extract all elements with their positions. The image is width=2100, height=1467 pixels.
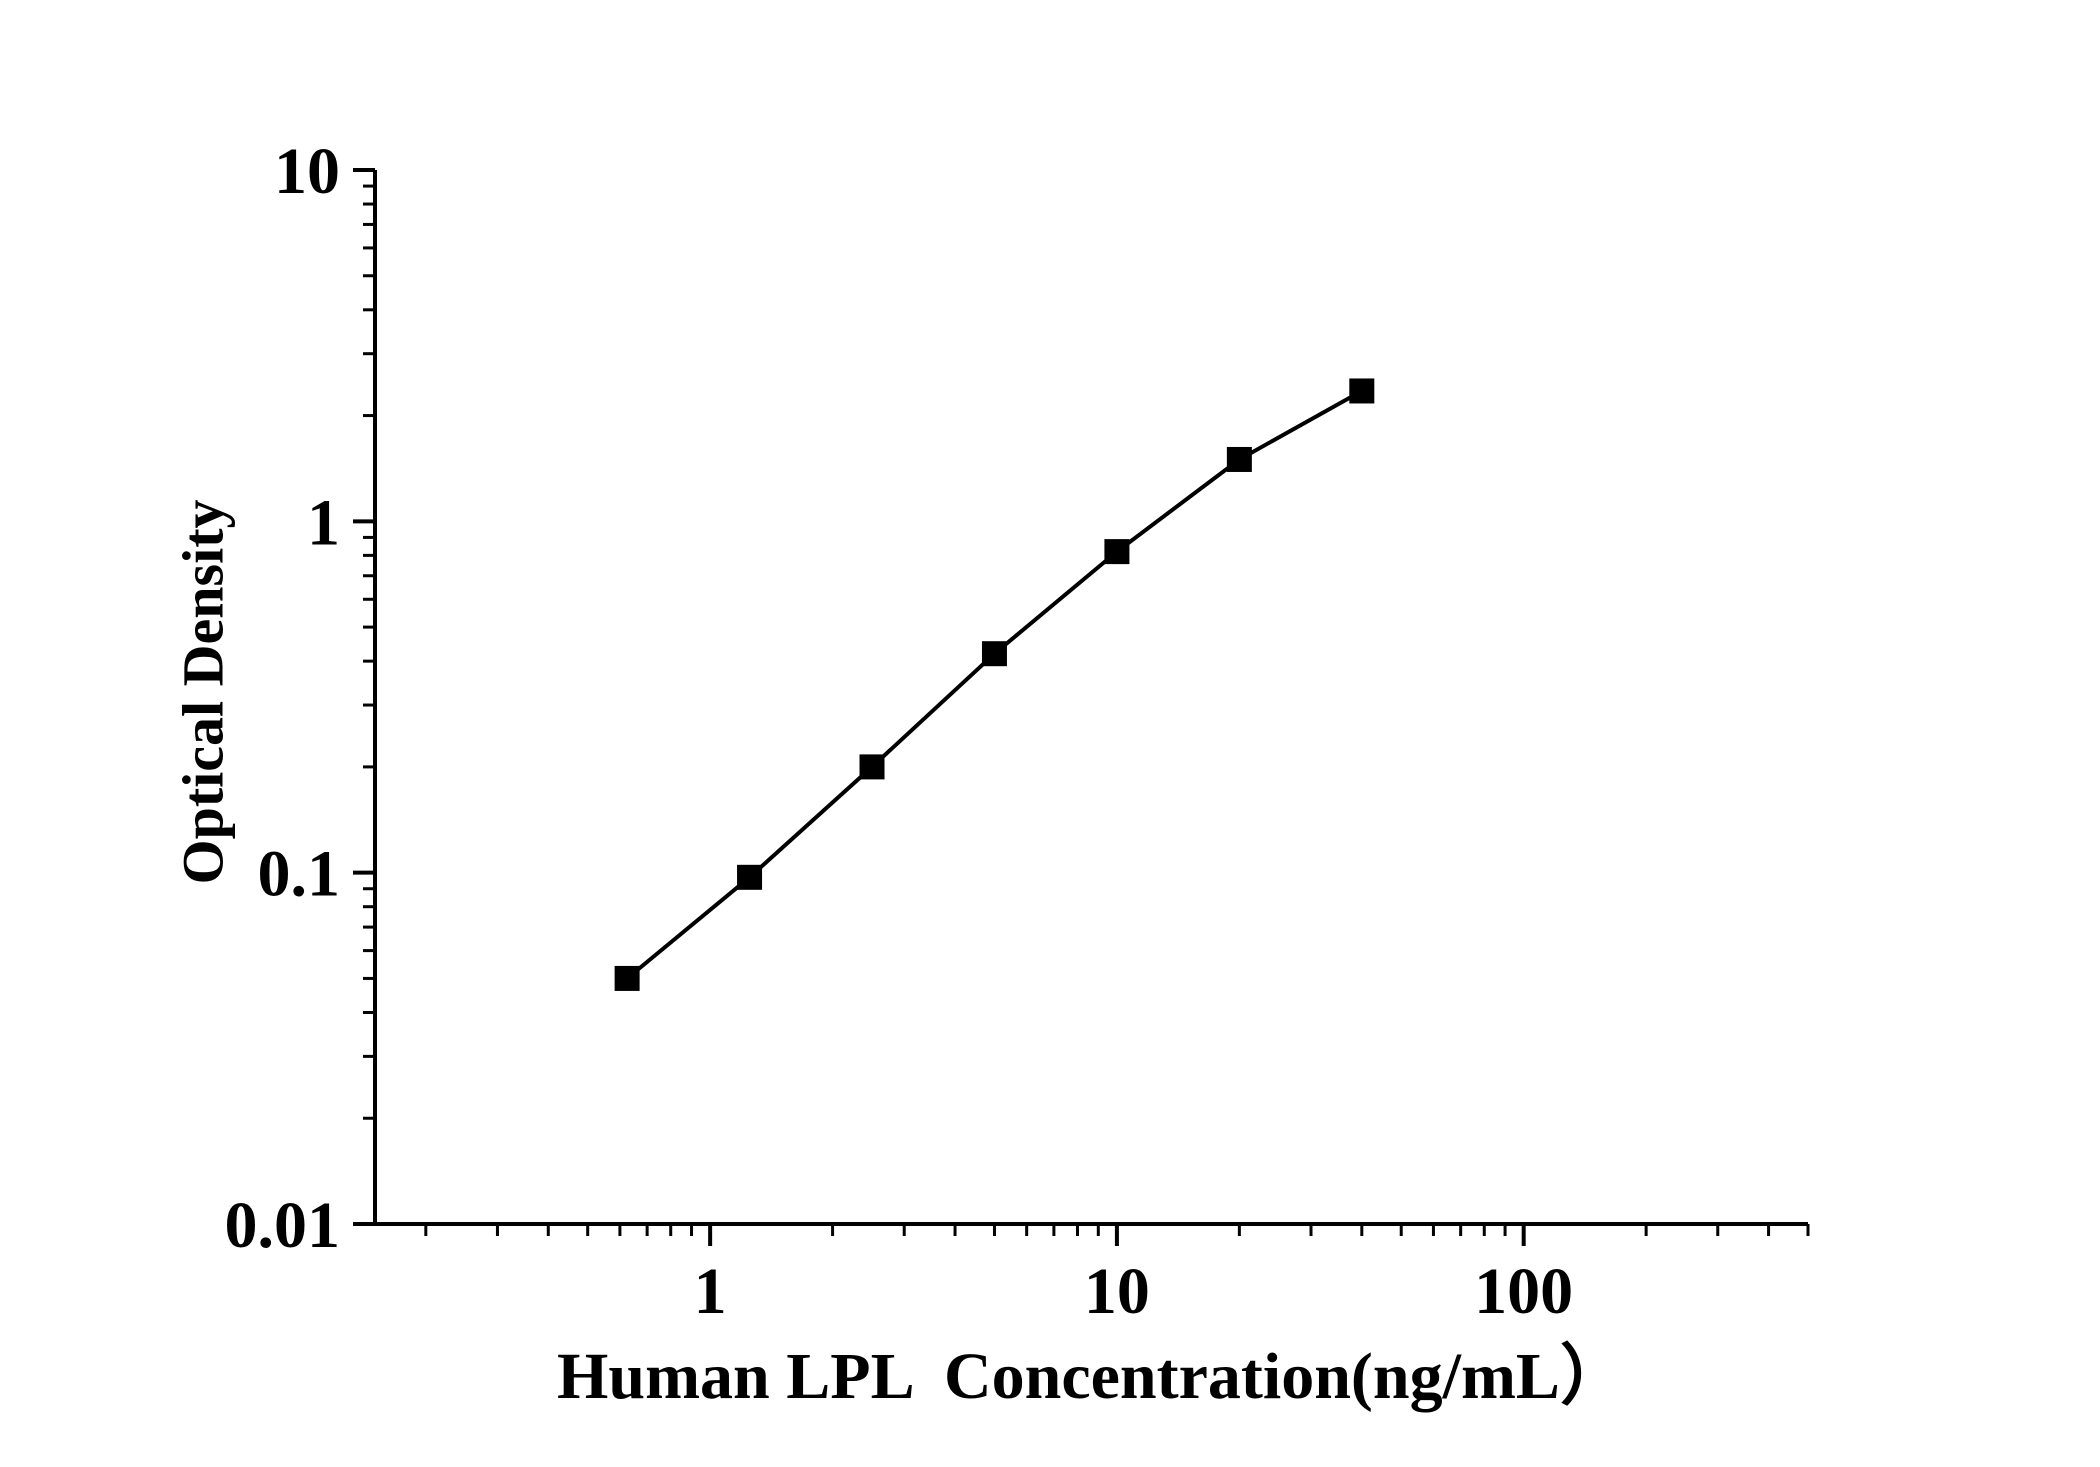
standard-curve-line (625, 389, 1363, 980)
data-point-marker (1104, 539, 1130, 565)
x-tick-label: 1 (694, 1255, 727, 1328)
y-tick-label: 0.01 (225, 1189, 341, 1262)
y-tick-label: 0.1 (258, 838, 341, 911)
x-tick-label: 100 (1474, 1255, 1573, 1328)
x-axis-title: Human LPL Concentration(ng/mL） (557, 1340, 1626, 1413)
data-point-marker (737, 864, 763, 890)
data-point-marker (1349, 378, 1375, 404)
data-point-marker (859, 754, 885, 780)
axis-spines (373, 170, 1808, 1226)
y-axis-title: Optical Density (170, 499, 236, 885)
x-tick-label: 10 (1084, 1255, 1150, 1328)
y-tick-label: 1 (307, 486, 340, 559)
data-point-marker (614, 965, 640, 991)
data-point-marker (981, 641, 1007, 667)
data-point-marker (1226, 446, 1252, 472)
y-tick-label: 10 (274, 135, 340, 208)
